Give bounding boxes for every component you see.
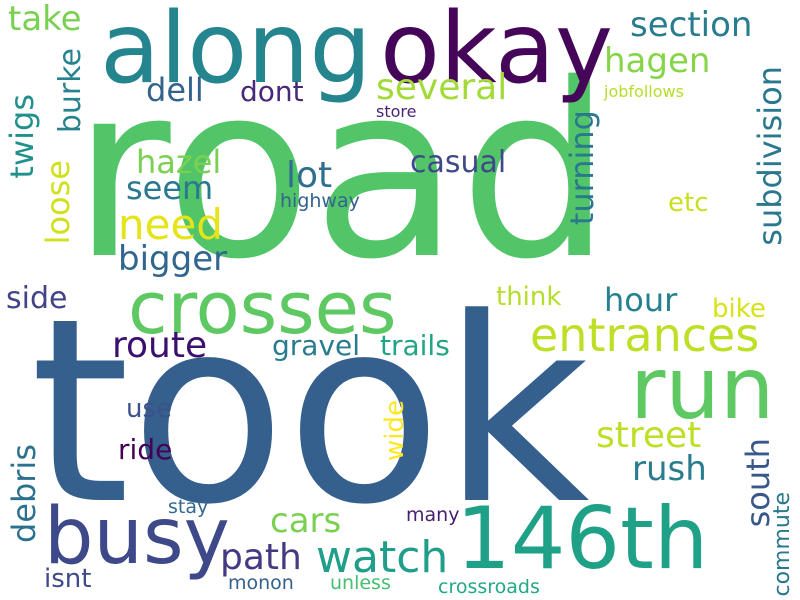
word-use: use xyxy=(126,394,173,424)
word-watch: watch xyxy=(316,532,449,583)
word-jobfollows: jobfollows xyxy=(604,82,684,101)
word-rush: rush xyxy=(632,449,707,489)
word-several: several xyxy=(376,67,508,108)
word-busy: busy xyxy=(44,492,230,582)
word-twigs: twigs xyxy=(3,94,41,179)
word-okay: okay xyxy=(380,0,614,106)
word-loose: loose xyxy=(39,160,77,245)
word-think: think xyxy=(496,282,562,312)
word-took: took xyxy=(30,264,590,561)
word-hazel: hazel xyxy=(136,143,222,181)
word-turning: turning xyxy=(563,110,601,226)
word-ride: ride xyxy=(118,433,173,466)
word-crossroads: crossroads xyxy=(438,576,540,598)
word-cars: cars xyxy=(270,501,342,541)
word-etc: etc xyxy=(668,188,709,218)
word-store: store xyxy=(376,102,417,121)
word-many: many xyxy=(406,504,460,526)
word-seem: seem xyxy=(126,169,214,207)
word-subdivision: subdivision xyxy=(751,66,789,246)
word-commute: commute xyxy=(770,492,795,597)
word-side: side xyxy=(6,281,68,316)
word-dell: dell xyxy=(146,71,204,109)
word-bike: bike xyxy=(712,294,766,324)
word-highway: highway xyxy=(280,190,360,212)
word-unless: unless xyxy=(330,572,391,594)
word-casual: casual xyxy=(410,145,507,180)
word-road: road xyxy=(72,32,612,312)
word-wide: wide xyxy=(380,400,410,461)
word-hour: hour xyxy=(604,281,678,319)
word-gravel: gravel xyxy=(272,329,361,362)
word-take: take xyxy=(8,0,82,39)
word-debris: debris xyxy=(5,444,43,544)
word-hagen: hagen xyxy=(604,41,711,81)
word-bigger: bigger xyxy=(118,239,228,279)
word-path: path xyxy=(220,537,302,578)
word-section: section xyxy=(630,5,753,45)
word-burke: burke xyxy=(53,48,88,134)
word-run: run xyxy=(630,339,775,439)
word-lot: lot xyxy=(286,155,333,196)
word-stay: stay xyxy=(168,496,209,518)
word-isnt: isnt xyxy=(44,564,92,594)
word-crosses: crosses xyxy=(128,266,397,350)
word-dont: dont xyxy=(240,75,304,108)
word-along: along xyxy=(100,0,372,106)
word-monon: monon xyxy=(228,572,294,594)
word-need: need xyxy=(118,200,223,249)
word-146th: 146th xyxy=(456,489,709,589)
word-street: street xyxy=(596,415,702,456)
word-route: route xyxy=(112,325,208,366)
word-entrances: entrances xyxy=(530,308,760,362)
word-trails: trails xyxy=(380,329,450,362)
